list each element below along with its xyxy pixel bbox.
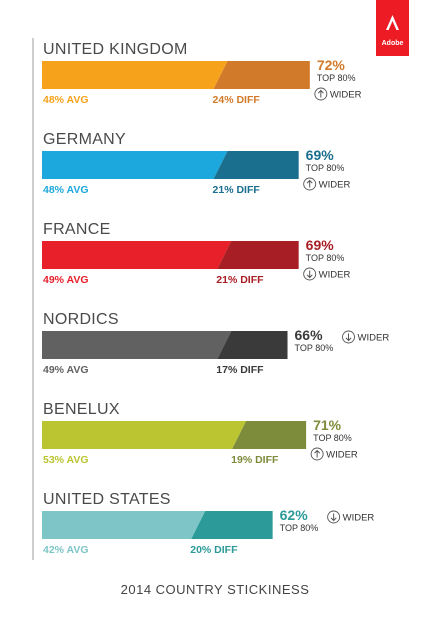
wider-label: WIDER	[343, 513, 375, 524]
chart-title: 2014 COUNTRY STICKINESS	[121, 582, 310, 597]
avg-bar	[42, 511, 206, 539]
diff-bar	[217, 331, 288, 359]
diff-bar	[217, 241, 299, 269]
top-value-label: 71%	[313, 417, 342, 433]
country-row: NORDICS 49% AVG 17% DIFF 66%TOP 80% WIDER	[42, 311, 389, 376]
country-label: BENELUX	[43, 401, 120, 418]
diff-bar	[213, 61, 310, 89]
avg-bar	[42, 151, 228, 179]
avg-label: 48% AVG	[43, 184, 89, 196]
arrow-down-icon	[342, 330, 355, 344]
country-row: UNITED STATES 42% AVG 20% DIFF 62%TOP 80% WI…	[42, 491, 374, 556]
top80-label: TOP 80%	[317, 73, 356, 83]
top80-label: TOP 80%	[313, 433, 352, 443]
diff-label: 21% DIFF	[213, 184, 261, 196]
country-label: UNITED KINGDOM	[43, 41, 188, 58]
diff-label: 21% DIFF	[216, 274, 264, 286]
top80-label: TOP 80%	[280, 523, 319, 533]
diff-bar	[213, 151, 299, 179]
arrow-down-icon	[327, 510, 341, 524]
wider-label: WIDER	[319, 270, 351, 281]
avg-bar	[42, 241, 232, 269]
country-label: UNITED STATES	[43, 491, 171, 508]
arrow-up-icon	[303, 177, 317, 191]
avg-label: 48% AVG	[43, 94, 89, 106]
top80-label: TOP 80%	[295, 343, 334, 353]
diff-label: 24% DIFF	[213, 94, 261, 106]
arrow-up-icon	[310, 447, 324, 461]
top-value-label: 72%	[317, 57, 346, 73]
country-label: NORDICS	[43, 311, 119, 328]
svg-text:Adobe: Adobe	[382, 40, 404, 47]
avg-label: 49% AVG	[43, 274, 89, 286]
top-value-label: 69%	[306, 237, 335, 253]
wider-label: WIDER	[358, 333, 390, 344]
avg-bar	[42, 421, 247, 449]
top-value-label: 66%	[295, 327, 324, 343]
adobe-logo: Adobe	[376, 0, 409, 56]
arrow-up-icon	[314, 87, 328, 101]
diff-label: 19% DIFF	[231, 454, 279, 466]
diff-label: 17% DIFF	[216, 364, 264, 376]
top-value-label: 69%	[306, 147, 335, 163]
top-value-label: 62%	[280, 507, 309, 523]
top80-label: TOP 80%	[306, 253, 345, 263]
wider-label: WIDER	[330, 90, 362, 101]
wider-label: WIDER	[326, 450, 358, 461]
avg-label: 53% AVG	[43, 454, 89, 466]
avg-bar	[42, 331, 232, 359]
country-row: FRANCE 49% AVG 21% DIFF 69%TOP 80% WIDER	[42, 221, 350, 286]
country-label: FRANCE	[43, 221, 111, 238]
diff-label: 20% DIFF	[190, 544, 238, 556]
country-row: BENELUX 53% AVG 19% DIFF 71%TOP 80% WIDER	[42, 401, 358, 466]
country-label: GERMANY	[43, 131, 126, 148]
country-row: UNITED KINGDOM 48% AVG 24% DIFF 72%TOP 80% W…	[42, 41, 362, 106]
arrow-down-icon	[303, 267, 317, 281]
wider-label: WIDER	[319, 180, 351, 191]
avg-label: 42% AVG	[43, 544, 89, 556]
diff-bar	[232, 421, 307, 449]
avg-bar	[42, 61, 228, 89]
country-row: GERMANY 48% AVG 21% DIFF 69%TOP 80% WIDER	[42, 131, 350, 196]
diff-bar	[191, 511, 273, 539]
top80-label: TOP 80%	[306, 163, 345, 173]
avg-label: 49% AVG	[43, 364, 89, 376]
